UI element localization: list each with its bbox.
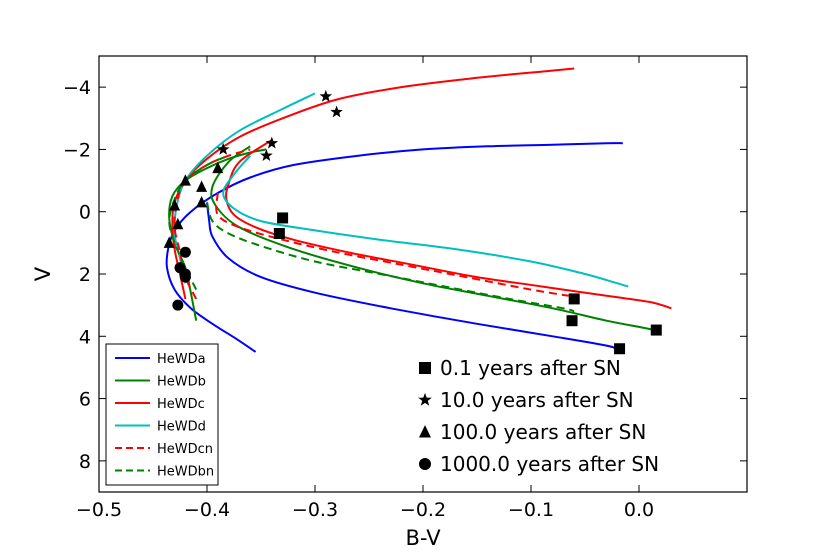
legend-line-label: HeWDb [157, 375, 206, 390]
y-tick-label: 6 [79, 389, 91, 411]
marker-star-0 [319, 89, 333, 102]
x-tick-label: −0.5 [76, 499, 122, 521]
legend-marker-label: 1000.0 years after SN [440, 452, 659, 476]
series-line-hewdb-tail [210, 145, 656, 332]
x-tick-label: −0.3 [292, 499, 338, 521]
marker-star-4 [260, 149, 273, 161]
legend-line-label: HeWDc [157, 397, 205, 412]
time-markers [163, 89, 662, 355]
legend-marker-triangle [419, 425, 431, 438]
marker-square-4 [650, 324, 662, 336]
axis-ticks: −0.5 −0.4 −0.3 −0.2 −0.1 0.0 −4 −2 0 2 4 6 8 [63, 56, 747, 521]
series-line-hewdbn-tail [206, 202, 575, 313]
marker-triangle-2 [179, 174, 191, 186]
marker-square-5 [614, 343, 626, 355]
marker-triangle-6 [163, 236, 175, 248]
marker-star-2 [216, 142, 230, 155]
marker-circle-4 [172, 299, 184, 311]
marker-circle-3 [179, 271, 191, 283]
x-tick-label: −0.2 [400, 499, 446, 521]
legend-marker-circle [419, 458, 431, 470]
marker-circle-0 [179, 246, 191, 258]
legend-line-label: HeWDbn [157, 465, 214, 480]
x-tick-label: 0.0 [624, 499, 654, 521]
marker-legend: 0.1 years after SN 10.0 years after SN 100… [418, 356, 659, 476]
marker-triangle-1 [196, 180, 208, 192]
marker-triangle-0 [212, 161, 224, 174]
x-tick-label: −0.4 [184, 499, 230, 521]
series-line-hewdc [171, 67, 575, 300]
y-tick-label: 0 [79, 202, 91, 224]
line-legend: HeWDa HeWDb HeWDc HeWDd HeWDcn HeWDbn [105, 343, 219, 486]
legend-marker-label: 100.0 years after SN [440, 420, 646, 444]
series-line-hewda-tail [206, 202, 621, 352]
series-line-hewda [165, 142, 623, 353]
series-line-hewdcn-tail [215, 192, 569, 297]
marker-triangle-3 [169, 199, 181, 211]
legend-marker-square [419, 362, 431, 374]
y-tick-label: 8 [79, 451, 91, 473]
y-tick-label: −4 [63, 77, 91, 99]
x-tick-label: −0.1 [508, 499, 554, 521]
marker-star-1 [330, 105, 343, 118]
legend-marker-label: 0.1 years after SN [440, 356, 621, 380]
marker-square-2 [568, 293, 580, 305]
legend-marker-star [418, 392, 432, 406]
marker-square-1 [273, 228, 285, 240]
marker-square-0 [277, 212, 289, 224]
series-line-hewdd-tail [222, 155, 629, 288]
y-axis-label: V [31, 266, 55, 281]
series-line-hewdc-tail [225, 139, 672, 310]
x-axis-label: B-V [405, 526, 441, 550]
marker-square-3 [566, 315, 578, 327]
line-legend-box [105, 343, 219, 486]
y-tick-label: 2 [79, 264, 91, 286]
marker-triangle-4 [196, 196, 208, 208]
legend-line-label: HeWDd [157, 420, 206, 435]
legend-marker-label: 10.0 years after SN [440, 388, 634, 412]
marker-star-3 [265, 136, 279, 149]
legend-line-label: HeWDcn [157, 442, 213, 457]
y-tick-label: −2 [63, 139, 91, 161]
legend-line-label: HeWDa [157, 352, 206, 367]
marker-triangle-5 [172, 217, 184, 230]
y-tick-label: 4 [79, 326, 91, 348]
